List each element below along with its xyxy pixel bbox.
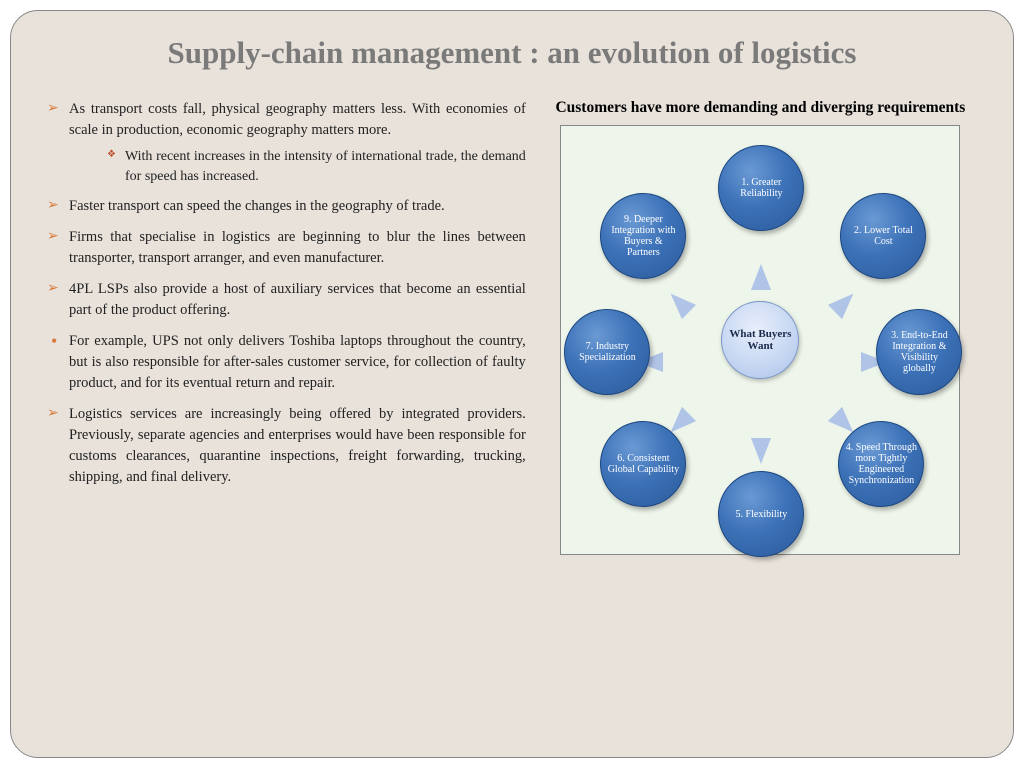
bullet-item: Firms that specialise in logistics are b… — [47, 227, 526, 269]
diagram-center-node: What Buyers Want — [721, 301, 799, 379]
slide-frame: Supply-chain management : an evolution o… — [10, 10, 1014, 758]
diagram-arrow — [751, 438, 771, 464]
bullet-list: As transport costs fall, physical geogra… — [47, 99, 526, 488]
diagram-node: 1. Greater Reliability — [718, 145, 804, 231]
diagram-node: 4. Speed Through more Tightly Engineered… — [838, 421, 924, 507]
diagram-node: 5. Flexibility — [718, 471, 804, 557]
diagram-arrow — [751, 264, 771, 290]
content-row: As transport costs fall, physical geogra… — [47, 99, 977, 555]
diagram-panel: What Buyers Want 1. Greater Reliability 2… — [560, 125, 960, 555]
diagram-arrow — [828, 287, 861, 320]
diagram-node: 7. Industry Specialization — [564, 309, 650, 395]
diagram-title: Customers have more demanding and diverg… — [544, 99, 977, 117]
sub-bullet-list: With recent increases in the intensity o… — [107, 147, 526, 186]
diagram-node: 9. Deeper Integration with Buyers & Part… — [600, 193, 686, 279]
bullet-item: Logistics services are increasingly bein… — [47, 404, 526, 488]
diagram-node: 6. Consistent Global Capability — [600, 421, 686, 507]
bullet-item: 4PL LSPs also provide a host of auxiliar… — [47, 279, 526, 321]
diagram-node: 2. Lower Total Cost — [840, 193, 926, 279]
bullet-item: For example, UPS not only delivers Toshi… — [47, 331, 526, 394]
diagram-arrow — [664, 287, 697, 320]
bullet-item: Faster transport can speed the changes i… — [47, 196, 526, 217]
left-column: As transport costs fall, physical geogra… — [47, 99, 526, 555]
slide-title: Supply-chain management : an evolution o… — [47, 35, 977, 71]
right-column: Customers have more demanding and diverg… — [544, 99, 977, 555]
diagram-node: 3. End-to-End Integration & Visibility g… — [876, 309, 962, 395]
sub-bullet-item: With recent increases in the intensity o… — [107, 147, 526, 186]
bullet-item: As transport costs fall, physical geogra… — [47, 99, 526, 186]
